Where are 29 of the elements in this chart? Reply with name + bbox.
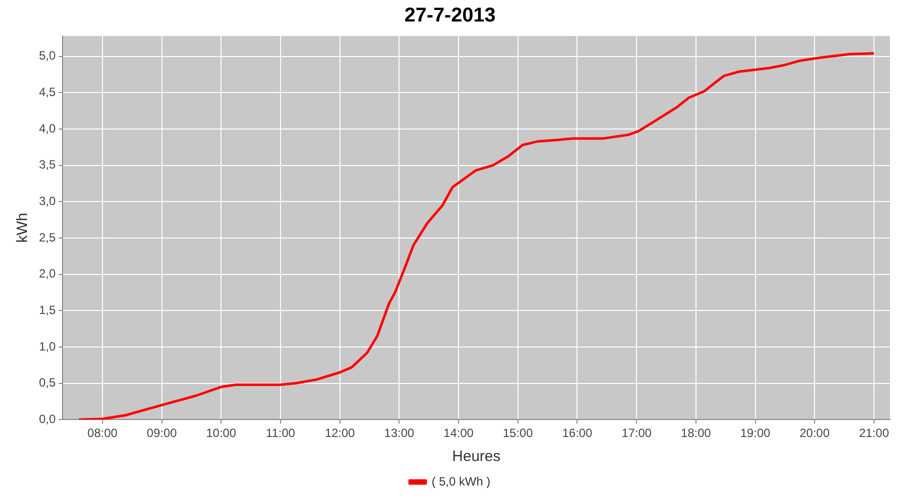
x-tick-label: 09:00: [146, 426, 178, 440]
legend-label: ( 5,0 kWh ): [432, 474, 490, 488]
x-tick-label: 18:00: [680, 426, 712, 440]
x-tick-label: 14:00: [444, 426, 474, 440]
y-tick-label: 0,5: [38, 376, 56, 390]
x-axis-title: Heures: [452, 448, 501, 466]
x-tick-label: 16:00: [562, 426, 593, 440]
x-tick-label: 20:00: [800, 426, 830, 440]
y-tick-label: 1,5: [38, 302, 56, 317]
x-tick-label: 17:00: [622, 426, 652, 440]
x-tick-label: 11:00: [266, 426, 296, 440]
y-tick-label: 1,0: [38, 339, 56, 354]
x-tick-label: 08:00: [87, 426, 118, 440]
y-tick-label: 2,0: [38, 266, 56, 281]
y-tick-label: 2,5: [38, 230, 56, 244]
y-tick-label: 0,0: [38, 412, 56, 426]
y-tick-label: 4,0: [38, 121, 56, 136]
x-tick-label: 12:00: [324, 426, 356, 440]
y-axis-title: kWh: [14, 212, 32, 243]
x-tick-label: 21:00: [858, 426, 890, 440]
x-tick-label: 19:00: [740, 426, 771, 440]
y-tick-label: 3,0: [38, 194, 56, 208]
y-tick-label: 3,5: [38, 158, 56, 172]
x-tick-label: 10:00: [206, 426, 236, 440]
y-tick-label: 4,5: [38, 84, 56, 99]
chart-title: 27-7-2013: [404, 4, 496, 27]
x-tick-label: 15:00: [502, 426, 534, 440]
x-tick-label: 13:00: [384, 426, 415, 440]
y-tick-label: 5,0: [38, 48, 56, 63]
